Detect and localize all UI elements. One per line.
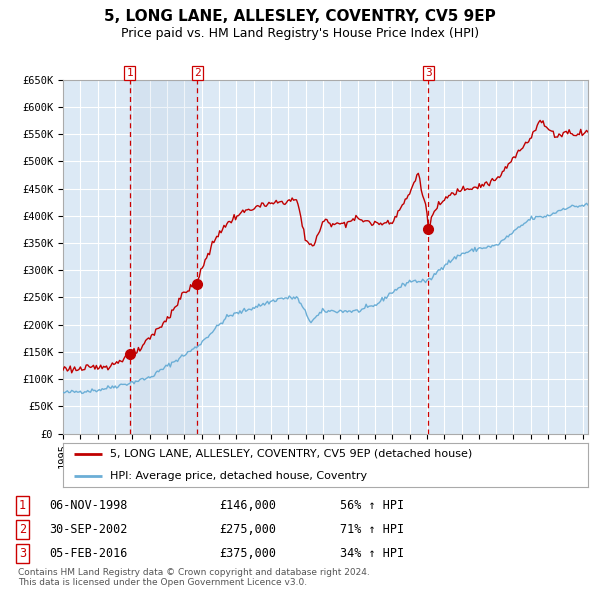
- Text: £375,000: £375,000: [220, 546, 277, 560]
- Text: £275,000: £275,000: [220, 523, 277, 536]
- Text: 34% ↑ HPI: 34% ↑ HPI: [340, 546, 404, 560]
- Text: 56% ↑ HPI: 56% ↑ HPI: [340, 499, 404, 513]
- Text: 06-NOV-1998: 06-NOV-1998: [49, 499, 128, 513]
- Text: 5, LONG LANE, ALLESLEY, COVENTRY, CV5 9EP: 5, LONG LANE, ALLESLEY, COVENTRY, CV5 9E…: [104, 9, 496, 24]
- Text: 2: 2: [194, 68, 200, 78]
- Bar: [130, 80, 197, 434]
- Text: 05-FEB-2016: 05-FEB-2016: [49, 546, 128, 560]
- Text: £146,000: £146,000: [220, 499, 277, 513]
- Text: 3: 3: [425, 68, 432, 78]
- Text: 71% ↑ HPI: 71% ↑ HPI: [340, 523, 404, 536]
- Text: 5, LONG LANE, ALLESLEY, COVENTRY, CV5 9EP (detached house): 5, LONG LANE, ALLESLEY, COVENTRY, CV5 9E…: [110, 448, 473, 458]
- Text: 1: 1: [19, 499, 26, 513]
- Text: 2: 2: [19, 523, 26, 536]
- Text: 1: 1: [127, 68, 133, 78]
- Text: Contains HM Land Registry data © Crown copyright and database right 2024.
This d: Contains HM Land Registry data © Crown c…: [18, 568, 370, 587]
- Text: Price paid vs. HM Land Registry's House Price Index (HPI): Price paid vs. HM Land Registry's House …: [121, 27, 479, 40]
- Text: HPI: Average price, detached house, Coventry: HPI: Average price, detached house, Cove…: [110, 471, 367, 481]
- Text: 3: 3: [19, 546, 26, 560]
- Text: 30-SEP-2002: 30-SEP-2002: [49, 523, 128, 536]
